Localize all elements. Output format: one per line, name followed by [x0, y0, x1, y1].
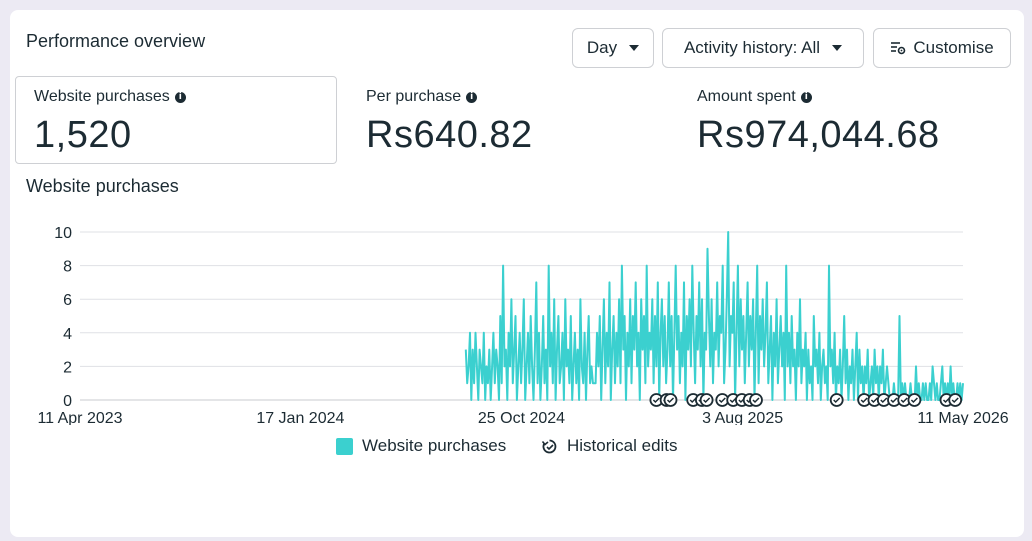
day-dropdown[interactable]: Day	[572, 28, 654, 68]
historical-edit-marker	[948, 393, 963, 407]
metric-label: Website purchases	[34, 88, 170, 105]
activity-history-dropdown[interactable]: Activity history: All	[662, 28, 864, 68]
metric-selected-box[interactable]	[15, 76, 337, 164]
x-tick-label: 17 Jan 2024	[256, 410, 344, 425]
legend-series-label: Website purchases	[362, 436, 507, 455]
y-tick-label: 0	[63, 393, 72, 410]
caret-down-icon	[832, 45, 843, 51]
historical-edit-marker	[897, 393, 912, 407]
x-tick-label: 3 Aug 2025	[702, 410, 783, 425]
historical-edit-marker	[749, 393, 763, 407]
y-tick-label: 6	[63, 292, 72, 309]
legend-edits-label: Historical edits	[567, 436, 678, 455]
caret-down-icon	[629, 45, 640, 51]
metric-label: Amount spent	[697, 88, 796, 105]
customise-label: Customise	[913, 38, 994, 57]
customise-gear-icon	[891, 42, 906, 55]
metric-value: Rs640.82	[366, 114, 533, 156]
info-icon[interactable]: i	[466, 91, 478, 103]
legend-series[interactable]: Website purchases	[336, 436, 506, 456]
customise-button[interactable]: Customise	[873, 28, 1011, 68]
historical-edit-marker	[699, 393, 714, 407]
legend-historical-edits[interactable]: Historical edits	[541, 436, 678, 456]
metric-value: 1,520	[34, 114, 132, 156]
metric-website-purchases: Website purchases i 1,520	[34, 86, 186, 157]
series-line	[464, 231, 964, 401]
historical-edits-icon	[541, 439, 557, 453]
metric-value: Rs974,044.68	[697, 114, 940, 156]
card-title: Performance overview	[26, 31, 206, 51]
y-tick-label: 2	[63, 359, 72, 376]
x-tick-label: 11 Apr 2023	[37, 410, 122, 425]
metric-per-purchase: Per purchase i Rs640.82	[366, 86, 533, 157]
info-icon[interactable]: i	[174, 91, 186, 103]
website-purchases-chart: 0 2 4 6 8 10 11 Apr 2023 17 Jan 2024 25 Oct 2024…	[37, 225, 1008, 425]
activity-history-label: Activity history: All	[683, 38, 821, 57]
y-tick-label: 4	[63, 326, 72, 343]
day-dropdown-label: Day	[586, 38, 618, 57]
chart-section-title: Website purchases	[26, 176, 179, 196]
y-tick-label: 8	[63, 259, 72, 276]
historical-edit-marker	[829, 393, 844, 407]
info-icon[interactable]: i	[800, 91, 812, 103]
y-tick-label: 10	[54, 225, 72, 242]
x-tick-label: 25 Oct 2024	[478, 410, 565, 425]
historical-edit-marker	[663, 393, 678, 407]
x-tick-label: 11 May 2026	[917, 410, 1008, 425]
metric-label: Per purchase	[366, 88, 462, 105]
series-swatch-icon	[336, 437, 353, 455]
metric-amount-spent: Amount spent i Rs974,044.68	[697, 86, 940, 157]
historical-edit-marker	[907, 393, 922, 407]
